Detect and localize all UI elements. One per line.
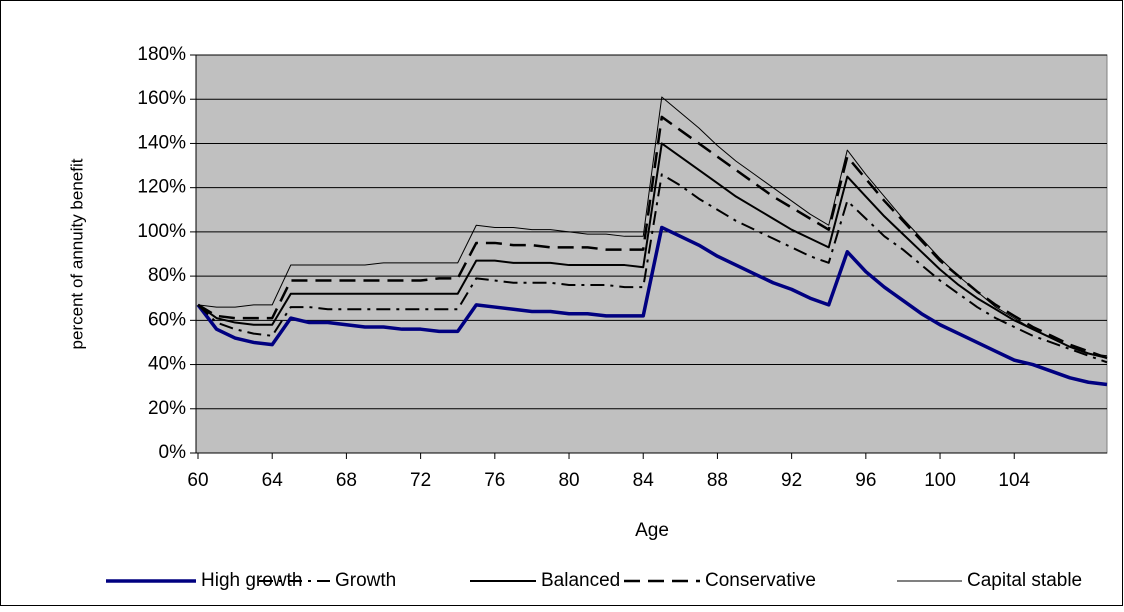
x-tick-label: 84 (633, 470, 655, 491)
plot-area (195, 54, 1108, 454)
x-tick-label: 80 (558, 470, 579, 491)
x-tick-label: 72 (410, 470, 431, 491)
legend-label: Conservative (705, 570, 816, 591)
legend-label: High growth (201, 570, 302, 591)
x-tick-label: 68 (336, 470, 357, 491)
x-tick-label: 76 (484, 470, 505, 491)
y-tick-label: 60% (148, 309, 186, 330)
y-tick-label: 40% (148, 354, 186, 375)
series-line (197, 96, 1108, 357)
y-tick-label: 140% (137, 132, 186, 153)
y-tick-label: 180% (137, 44, 186, 65)
legend-label: Capital stable (967, 570, 1082, 591)
y-tick-label: 100% (137, 221, 186, 242)
legend-label: Balanced (541, 570, 620, 591)
y-tick-label: 20% (148, 398, 186, 419)
x-tick-label: 96 (855, 470, 876, 491)
series-line (197, 173, 1108, 364)
x-tick-label: 88 (707, 470, 728, 491)
series-line (197, 142, 1108, 359)
x-tick-label: 64 (262, 470, 284, 491)
x-tick-label: 104 (998, 470, 1030, 491)
y-axis-label: percent of annuity benefit (67, 158, 86, 349)
y-tick-label: 160% (137, 88, 186, 109)
y-tick-label: 0% (159, 442, 187, 463)
x-tick-label: 92 (781, 470, 802, 491)
y-tick-label: 80% (148, 265, 186, 286)
x-tick-label: 100 (924, 470, 956, 491)
x-axis-label: Age (635, 520, 669, 541)
series-line (196, 225, 1108, 387)
x-tick-label: 60 (187, 470, 208, 491)
y-tick-label: 120% (137, 177, 186, 198)
legend-label: Growth (335, 570, 396, 591)
